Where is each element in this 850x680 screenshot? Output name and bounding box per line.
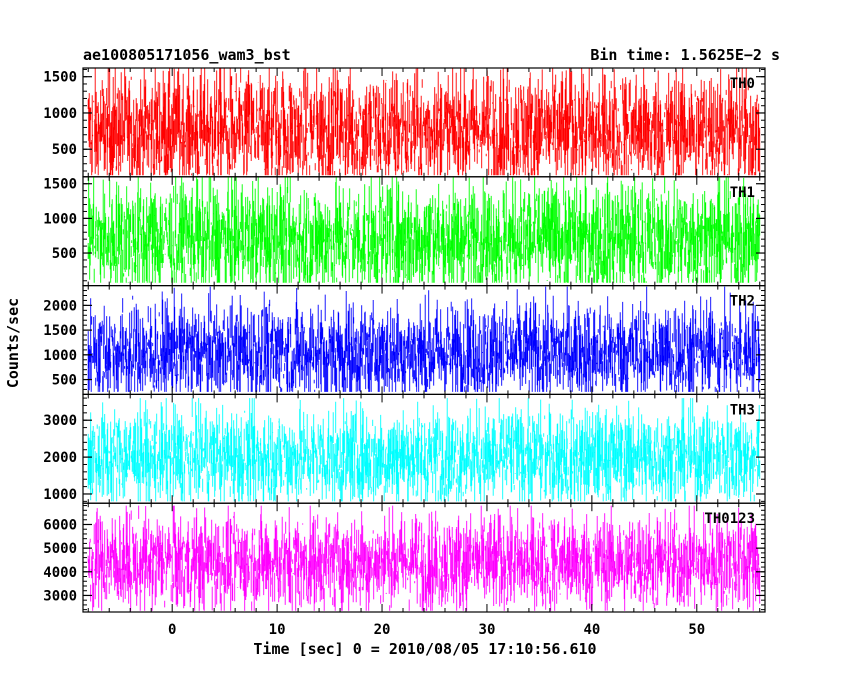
panel-th0123: 3000 4000 5000 6000 TH0123 [43, 502, 766, 613]
panel-th2: 500 1000 1500 2000 TH2 [43, 285, 766, 396]
y-tick-label: 4000 [43, 565, 77, 581]
x-tick-label: 10 [269, 622, 286, 638]
series-th3 [87, 398, 761, 502]
chart-title: ae100805171056_wam3_bst [83, 46, 291, 64]
y-tick-label: 500 [52, 142, 77, 158]
series-th2 [87, 286, 761, 392]
panel-label: TH0 [730, 76, 755, 92]
panel-th0: 500 1000 1500 TH0 [43, 67, 766, 178]
panel-label: TH1 [730, 185, 755, 201]
panel-th1: 500 1000 1500 TH1 [43, 176, 766, 287]
y-tick-label: 1000 [43, 211, 77, 227]
y-tick-label: 500 [52, 246, 77, 262]
panel-label: TH2 [730, 294, 755, 310]
panel-th3: 1000 2000 3000 TH3 [43, 393, 766, 504]
y-axis-label: Counts/sec [4, 298, 22, 388]
series-th1 [87, 176, 761, 283]
y-tick-label: 6000 [43, 517, 77, 533]
y-tick-label: 2000 [43, 298, 77, 314]
panel-label: TH0123 [704, 511, 755, 527]
y-tick-label: 1000 [43, 348, 77, 364]
bin-time-label: Bin time: 1.5625E−2 s [590, 46, 780, 64]
y-tick-label: 3000 [43, 588, 77, 604]
x-tick-label: 20 [374, 622, 391, 638]
series-th0 [87, 68, 761, 176]
y-tick-label: 1500 [43, 70, 77, 86]
y-tick-label: 500 [52, 373, 77, 389]
y-tick-label: 2000 [43, 450, 77, 466]
x-tick-label: 0 [168, 622, 176, 638]
panel-label: TH3 [730, 402, 755, 418]
y-tick-label: 1500 [43, 177, 77, 193]
y-tick-label: 1500 [43, 323, 77, 339]
y-tick-label: 3000 [43, 413, 77, 429]
x-tick-label: 50 [688, 622, 705, 638]
y-tick-label: 1000 [43, 106, 77, 122]
x-axis-label: Time [sec] 0 = 2010/08/05 17:10:56.610 [253, 640, 596, 658]
y-tick-label: 5000 [43, 541, 77, 557]
series-th0123 [87, 505, 761, 611]
x-tick-label: 40 [583, 622, 600, 638]
y-tick-label: 1000 [43, 487, 77, 503]
x-tick-label: 30 [479, 622, 496, 638]
